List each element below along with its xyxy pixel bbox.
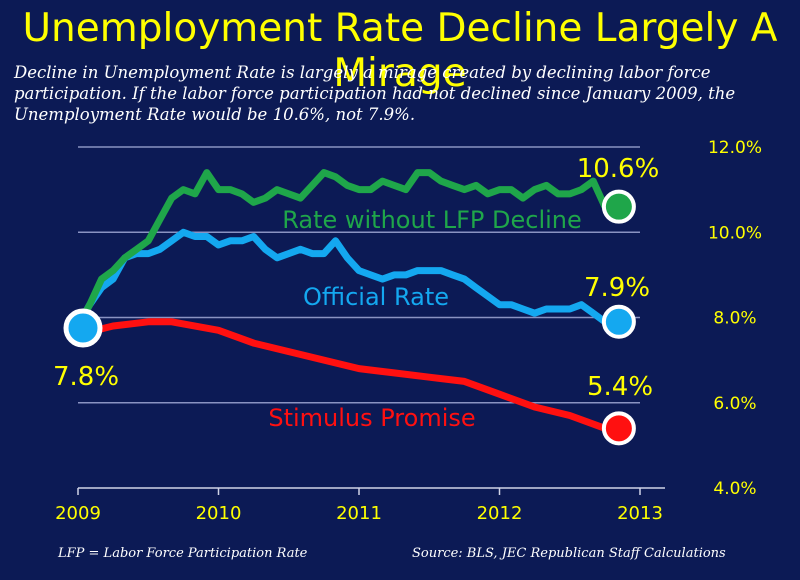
x-tick-label: 2011 [336, 503, 382, 524]
rate-without-lfp-decline-line [74, 169, 609, 330]
official-end-value-label: 7.9% [584, 273, 650, 303]
x-tick-label: 2009 [55, 503, 101, 524]
x-tick-label: 2012 [477, 503, 523, 524]
chart-subtitle: Decline in Unemployment Rate is largely … [14, 63, 736, 124]
start-point-marker [63, 308, 103, 348]
official-rate-line [74, 228, 609, 330]
x-tick-labels: 2009 2010 2011 2012 2013 [55, 503, 663, 524]
gridlines [78, 146, 640, 404]
start-value-label: 7.8% [53, 362, 119, 392]
endpoint-markers [63, 189, 636, 446]
x-tick-label: 2010 [196, 503, 242, 524]
stimulus-series-name: Stimulus Promise [268, 404, 475, 432]
y-tick-labels: 4.0% 6.0% 8.0% 10.0% 12.0% [708, 138, 762, 499]
chart-title: Unemployment Rate Decline Largely A Mira… [22, 6, 778, 96]
lfp-end-value-label: 10.6% [577, 154, 660, 184]
stimulus-end-value-label: 5.4% [587, 372, 653, 402]
lfp-series-name: Rate without LFP Decline [282, 206, 582, 234]
lfp-end-marker [601, 189, 636, 224]
stimulus-end-marker [601, 411, 636, 446]
series-lines [74, 169, 609, 432]
y-tick-label: 12.0% [708, 138, 762, 158]
source-footnote: Source: BLS, JEC Republican Staff Calcul… [412, 546, 726, 561]
y-tick-label: 6.0% [713, 394, 756, 414]
y-tick-label: 4.0% [713, 479, 756, 499]
series-labels: Rate without LFP Decline Official Rate S… [53, 154, 659, 432]
x-axis [77, 487, 665, 495]
official-end-marker [601, 304, 636, 339]
official-series-name: Official Rate [303, 283, 449, 311]
x-tick-label: 2013 [617, 503, 663, 524]
stimulus-promise-line [74, 318, 609, 432]
y-tick-label: 10.0% [708, 223, 762, 243]
y-tick-label: 8.0% [713, 309, 756, 329]
lfp-footnote: LFP = Labor Force Participation Rate [58, 546, 308, 561]
